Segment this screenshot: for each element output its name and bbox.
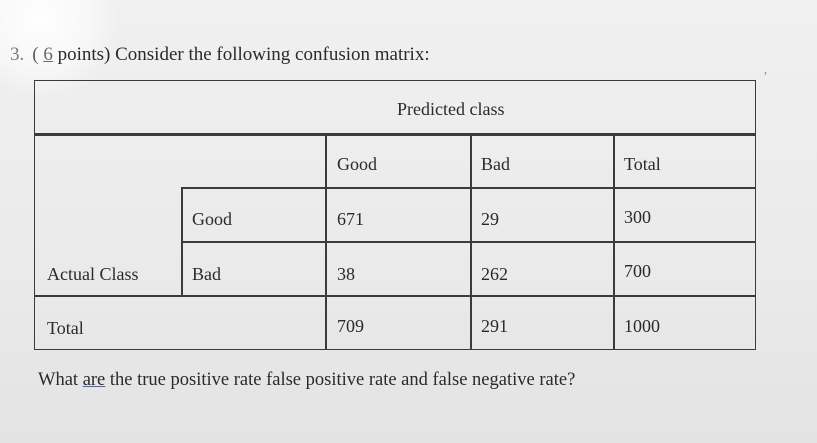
question-header: 3. ( 6 points) Consider the following con… [10,44,430,66]
cell-total-good: 709 [337,316,364,336]
grid-line [35,135,755,136]
grid-line [35,133,755,135]
cell-good-bad: 29 [481,209,499,229]
prompt-end: the true positive rate false positive ra… [105,370,576,390]
row-label-total: Total [47,318,84,338]
column-header-good: Good [337,154,377,174]
question-number: 3. [10,44,25,65]
pen-mark: , [764,62,767,76]
question-prompt: What are the true positive rate false po… [38,370,575,391]
question-intro: points) Consider the following confusion… [57,44,430,65]
cell-good-good: 671 [337,209,364,229]
column-header-bad: Bad [481,154,510,174]
grid-line [35,295,755,297]
predicted-class-header: Predicted class [397,99,505,119]
row-label-bad: Bad [192,264,221,284]
row-label-good: Good [192,209,232,229]
points-value: 6 [43,44,53,65]
cell-total-total: 1000 [624,316,660,336]
grid-line [181,187,183,295]
column-header-total: Total [624,154,661,174]
actual-class-header: Actual Class [47,264,139,284]
prompt-start: What [38,370,83,390]
cell-good-total: 300 [624,207,651,227]
cell-total-bad: 291 [481,316,508,336]
prompt-underlined-word: are [82,370,106,390]
cell-bad-total: 700 [624,261,651,281]
points-open-paren: ( [32,44,39,65]
cell-bad-good: 38 [337,264,355,284]
grid-line [181,187,755,189]
grid-line [181,241,755,243]
grid-line [325,135,327,349]
grid-line [470,135,472,349]
grid-line [613,135,615,349]
cell-bad-bad: 262 [481,264,508,284]
confusion-matrix: Predicted class Good Bad Total Good 671 … [34,80,756,350]
